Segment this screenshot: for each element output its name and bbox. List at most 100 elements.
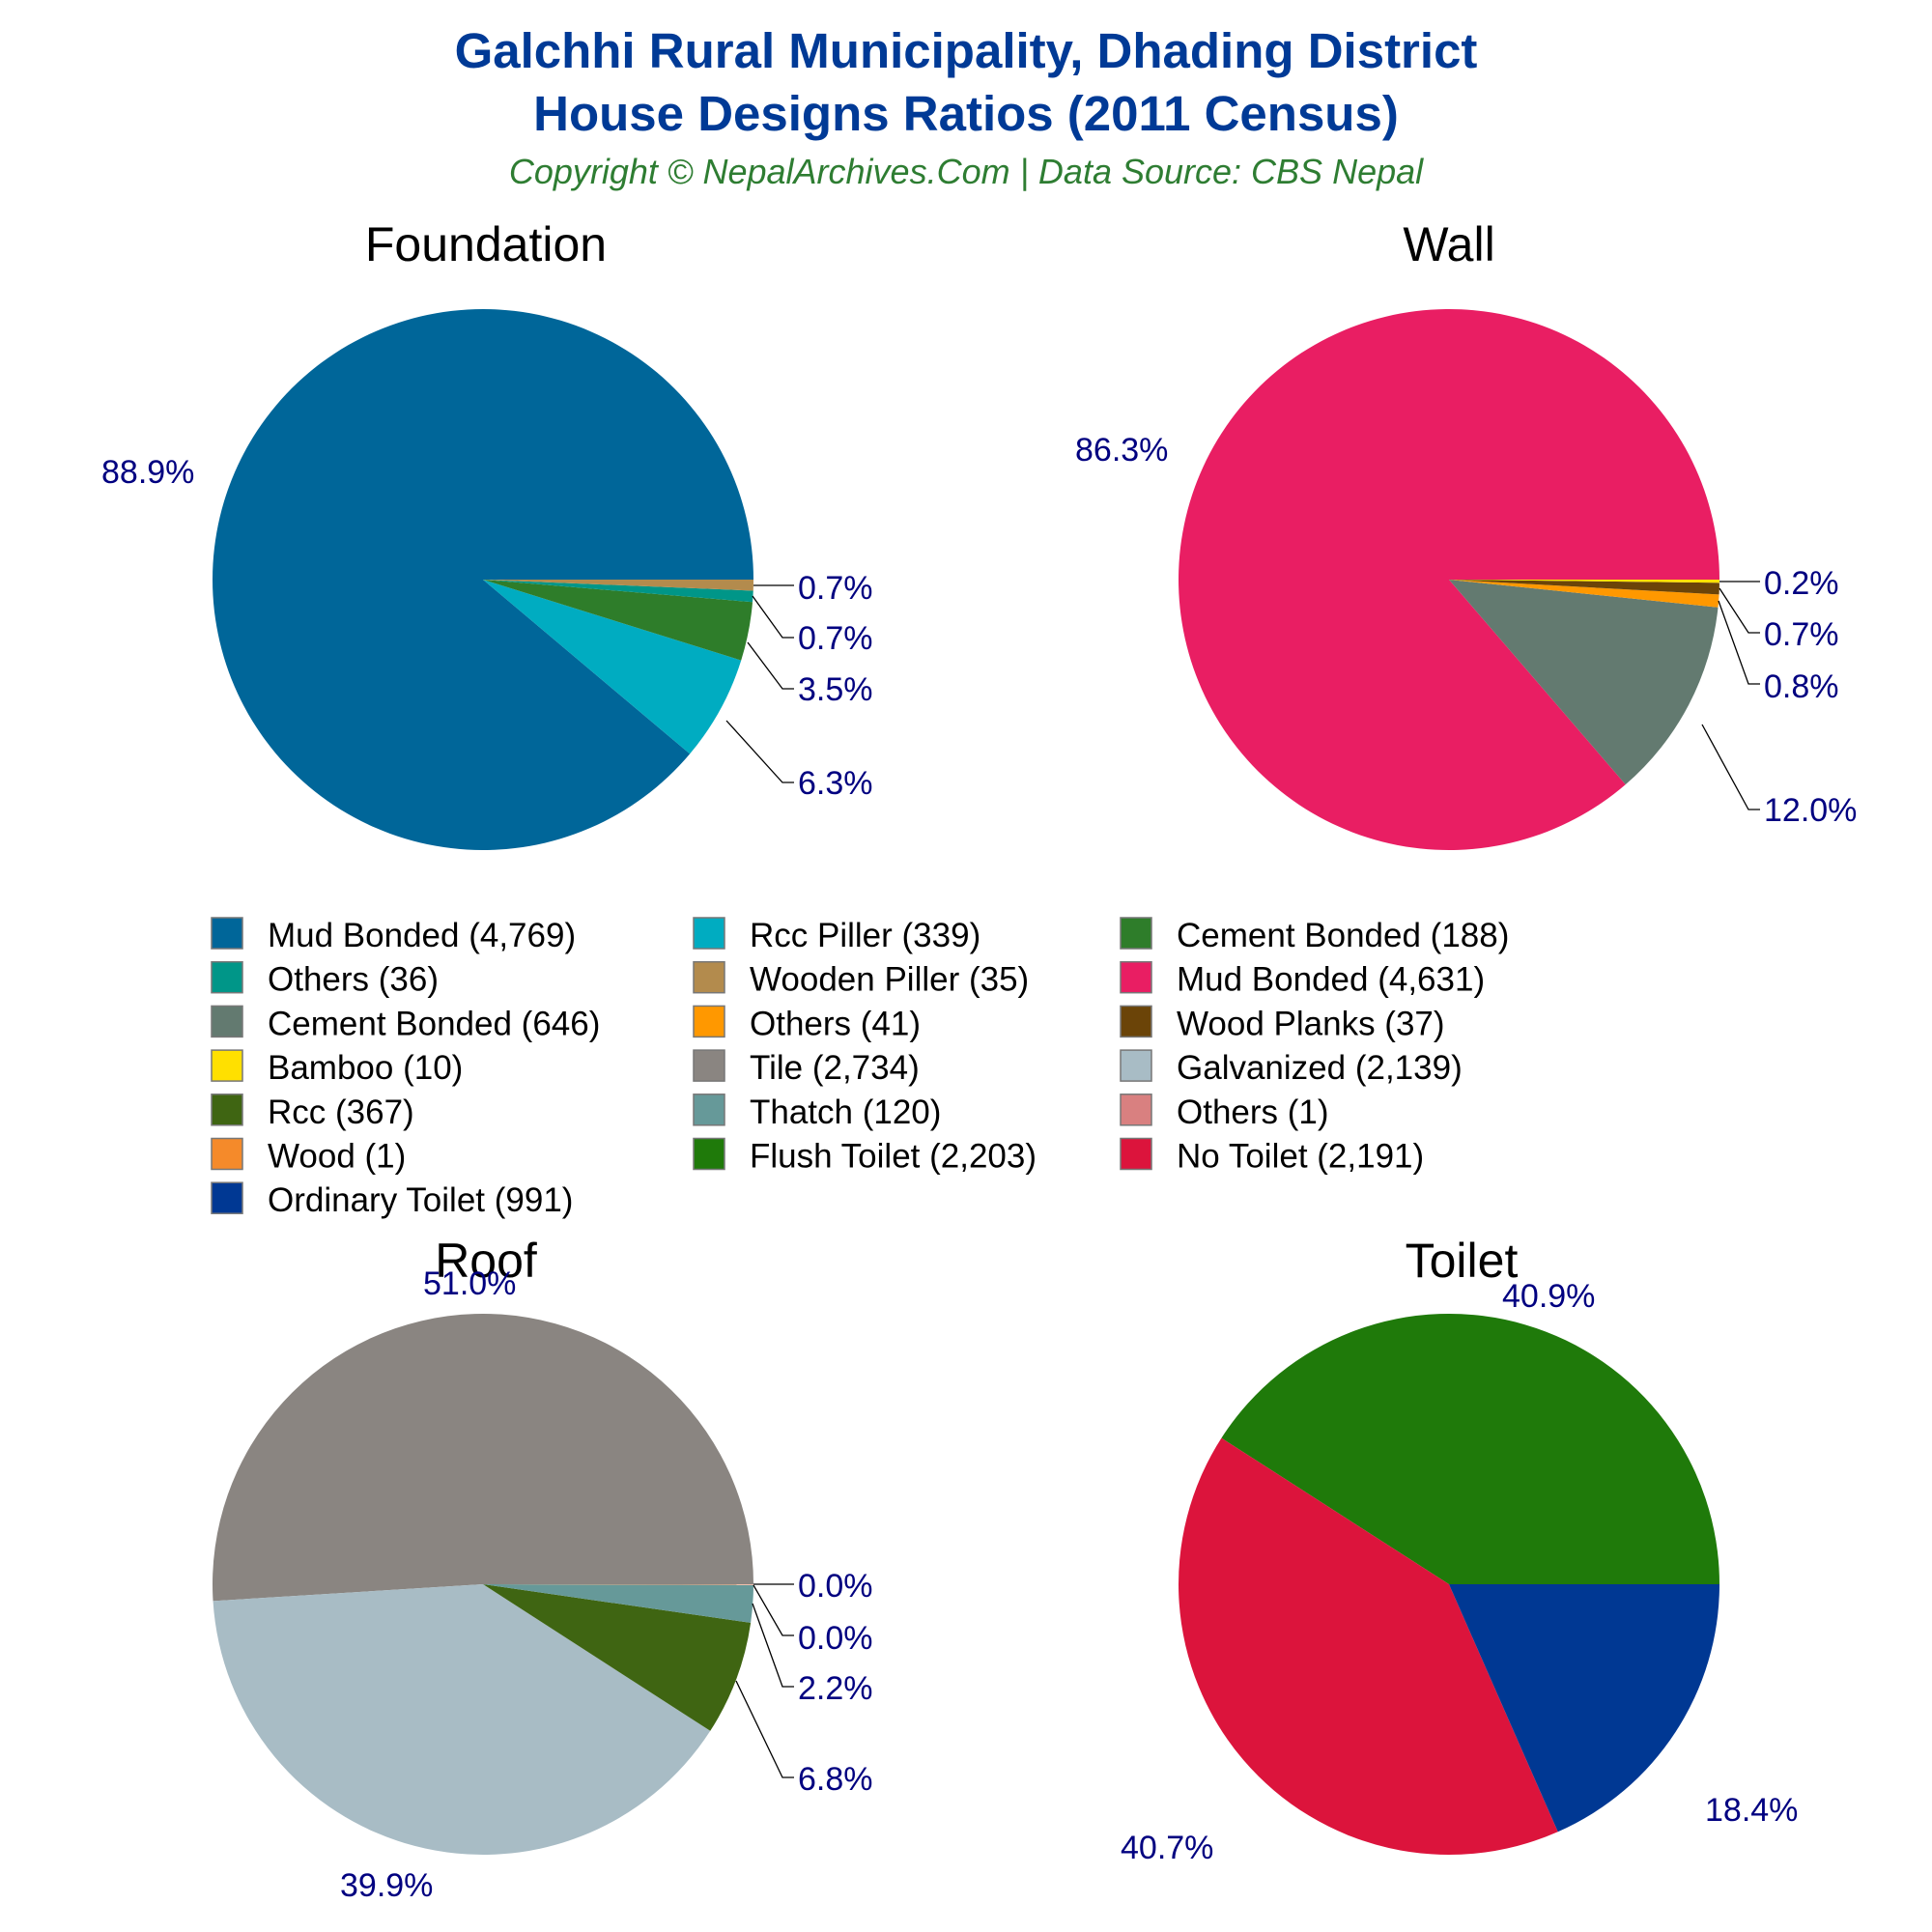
legend-item: Galvanized (2,139) — [1120, 1049, 1463, 1087]
leader-line — [725, 720, 794, 783]
legend-item: Tile (2,734) — [693, 1049, 920, 1087]
leader-line — [1718, 600, 1760, 685]
legend-swatch — [211, 917, 243, 950]
legend-swatch — [693, 917, 725, 950]
percent-label: 86.3% — [1075, 432, 1168, 469]
percent-label: 6.3% — [798, 765, 873, 802]
pie-percent-labels: 88.9% 6.3% 3.5% 0.7% 0.7% 86.3% 12.0% 0.8% 0.7% 0… — [101, 432, 1857, 1904]
leader-line — [1701, 724, 1760, 810]
percent-label: 3.5% — [798, 671, 873, 708]
legend-label: Galvanized (2,139) — [1177, 1049, 1463, 1087]
legend-swatch — [693, 1137, 725, 1171]
pie-slices — [213, 308, 1720, 1855]
legend-label: Mud Bonded (4,769) — [268, 917, 576, 954]
percent-label: 0.7% — [1764, 616, 1839, 653]
legend-item: Others (1) — [1120, 1094, 1329, 1131]
legend-swatch — [211, 1137, 243, 1171]
legend-label: No Toilet (2,191) — [1177, 1138, 1424, 1176]
pie-slice-others — [483, 580, 753, 603]
percent-label: 0.0% — [798, 1620, 873, 1657]
percent-label: 88.9% — [101, 454, 194, 491]
legend-label: Wood (1) — [268, 1138, 406, 1176]
legend-swatch — [1120, 1094, 1152, 1126]
pie-slice-rcc — [483, 1584, 752, 1731]
pie-slice-galvanized — [213, 1584, 711, 1855]
pie-titles: Foundation Wall Roof Toilet — [365, 217, 1519, 1288]
legend-label: Cement Bonded (646) — [268, 1005, 600, 1042]
legend-label: Others (36) — [268, 961, 439, 999]
pie-title-wall: Wall — [1403, 217, 1494, 271]
legend-item: Rcc (367) — [211, 1094, 414, 1131]
pie-slice-thatch — [483, 1584, 753, 1623]
percent-label: 0.7% — [798, 570, 873, 607]
leader-line — [1719, 587, 1760, 634]
legend-label: Thatch (120) — [750, 1094, 941, 1131]
legend-swatch — [693, 1005, 725, 1038]
pie-slice-cement-bonded — [483, 580, 753, 661]
pie-foundation — [213, 308, 754, 850]
percent-label: 18.4% — [1705, 1792, 1798, 1829]
leader-line — [753, 1584, 794, 1636]
pie-toilet — [1179, 1314, 1719, 1855]
legend-swatch — [693, 1049, 725, 1082]
percent-label: 0.0% — [798, 1568, 873, 1605]
legend-item: Others (36) — [211, 960, 439, 999]
legend-item: No Toilet (2,191) — [1120, 1138, 1424, 1176]
legend-swatch — [211, 1181, 243, 1214]
legend-swatch — [211, 960, 243, 994]
legend-label: Ordinary Toilet (991) — [268, 1181, 573, 1219]
legend-item: Mud Bonded (4,631) — [1120, 960, 1485, 999]
percent-label: 2.2% — [798, 1670, 873, 1707]
pie-slice-flush-toilet — [1221, 1314, 1719, 1584]
legend-item: Bamboo (10) — [211, 1049, 463, 1087]
pie-title-toilet: Toilet — [1406, 1234, 1519, 1288]
pie-slice-wood — [483, 1584, 753, 1585]
legend-swatch — [693, 960, 725, 994]
legend-item: Ordinary Toilet (991) — [211, 1181, 573, 1219]
pie-slice-mud-bonded — [1179, 308, 1720, 850]
percent-label: 6.8% — [798, 1761, 873, 1798]
percent-label: 51.0% — [423, 1265, 516, 1302]
legend-item: Wood (1) — [211, 1137, 406, 1176]
pie-title-roof: Roof — [435, 1234, 537, 1288]
legend-swatch — [211, 1005, 243, 1038]
legend-swatch — [1120, 960, 1152, 994]
legend-label: Others (41) — [750, 1005, 921, 1042]
legend-label: Mud Bonded (4,631) — [1177, 961, 1485, 999]
pie-slice-rcc-piller — [483, 580, 742, 754]
percent-label: 40.7% — [1121, 1830, 1213, 1866]
leader-line — [747, 641, 794, 690]
legend-label: Bamboo (10) — [268, 1049, 463, 1087]
chart-title-line2: House Designs Ratios (2011 Census) — [533, 86, 1399, 141]
percent-label: 0.8% — [1764, 668, 1839, 705]
chart-subtitle: Copyright © NepalArchives.Com | Data Sou… — [509, 152, 1424, 191]
leader-line — [752, 1603, 794, 1688]
legend-swatch — [1120, 1049, 1152, 1082]
pie-slice-bamboo — [1449, 580, 1719, 583]
legend-item: Rcc Piller (339) — [693, 917, 980, 954]
legend-item: Flush Toilet (2,203) — [693, 1137, 1037, 1176]
pie-slice-cement-bonded — [1449, 580, 1719, 785]
leader-line — [735, 1680, 794, 1778]
legend-item: Others (41) — [693, 1005, 921, 1042]
chart-title-line1: Galchhi Rural Municipality, Dhading Dist… — [455, 23, 1478, 78]
pie-slice-others — [1449, 580, 1719, 608]
pie-wall — [1179, 308, 1720, 850]
legend-swatch — [211, 1049, 243, 1082]
legend-item: Wooden Piller (35) — [693, 960, 1029, 999]
percent-label: 40.9% — [1502, 1278, 1595, 1315]
percent-label: 0.2% — [1764, 565, 1839, 602]
legend-label: Wooden Piller (35) — [750, 961, 1029, 999]
pie-roof — [213, 1314, 754, 1855]
pie-slice-no-toilet — [1179, 1437, 1558, 1855]
legend-swatch — [211, 1094, 243, 1126]
legend-item: Mud Bonded (4,769) — [211, 917, 576, 954]
percent-label: 39.9% — [340, 1867, 433, 1904]
chart-header: Galchhi Rural Municipality, Dhading Dist… — [455, 23, 1478, 191]
legend-item: Cement Bonded (188) — [1120, 917, 1509, 954]
legend-item: Thatch (120) — [693, 1094, 941, 1131]
leader-line — [752, 595, 794, 639]
pie-title-foundation: Foundation — [365, 217, 607, 271]
legend-label: Others (1) — [1177, 1094, 1329, 1131]
legend-label: Tile (2,734) — [750, 1049, 920, 1087]
